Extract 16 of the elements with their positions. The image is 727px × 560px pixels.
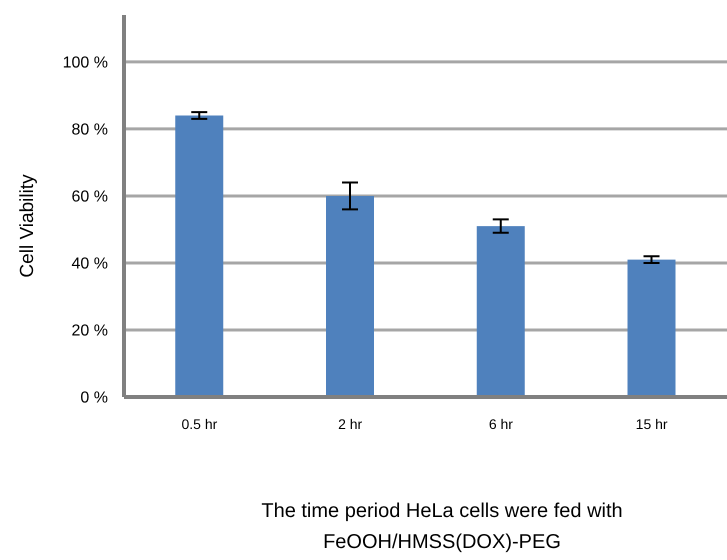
y-tick-label: 60 % xyxy=(72,188,108,206)
y-tick-label: 80 % xyxy=(72,122,108,139)
bar xyxy=(628,260,676,397)
bar xyxy=(175,116,224,397)
y-axis-title: Cell Viability xyxy=(17,174,38,278)
bar xyxy=(326,196,374,397)
x-axis-title: The time period HeLa cells were fed with FeOOH/HMSS(DOX)-PEG xyxy=(261,500,623,553)
y-tick-label: 100 % xyxy=(62,54,108,72)
x-tick-label: 15 hr xyxy=(636,416,668,432)
x-tick-label: 2 hr xyxy=(338,416,363,432)
bar xyxy=(476,226,525,397)
x-tick-label: 6 hr xyxy=(488,416,514,432)
y-tick-label: 40 % xyxy=(72,256,108,273)
y-tick-label: 20 % xyxy=(72,322,108,340)
y-tick-label: 0 % xyxy=(80,390,108,407)
x-tick-label: 0.5 hr xyxy=(181,416,218,432)
